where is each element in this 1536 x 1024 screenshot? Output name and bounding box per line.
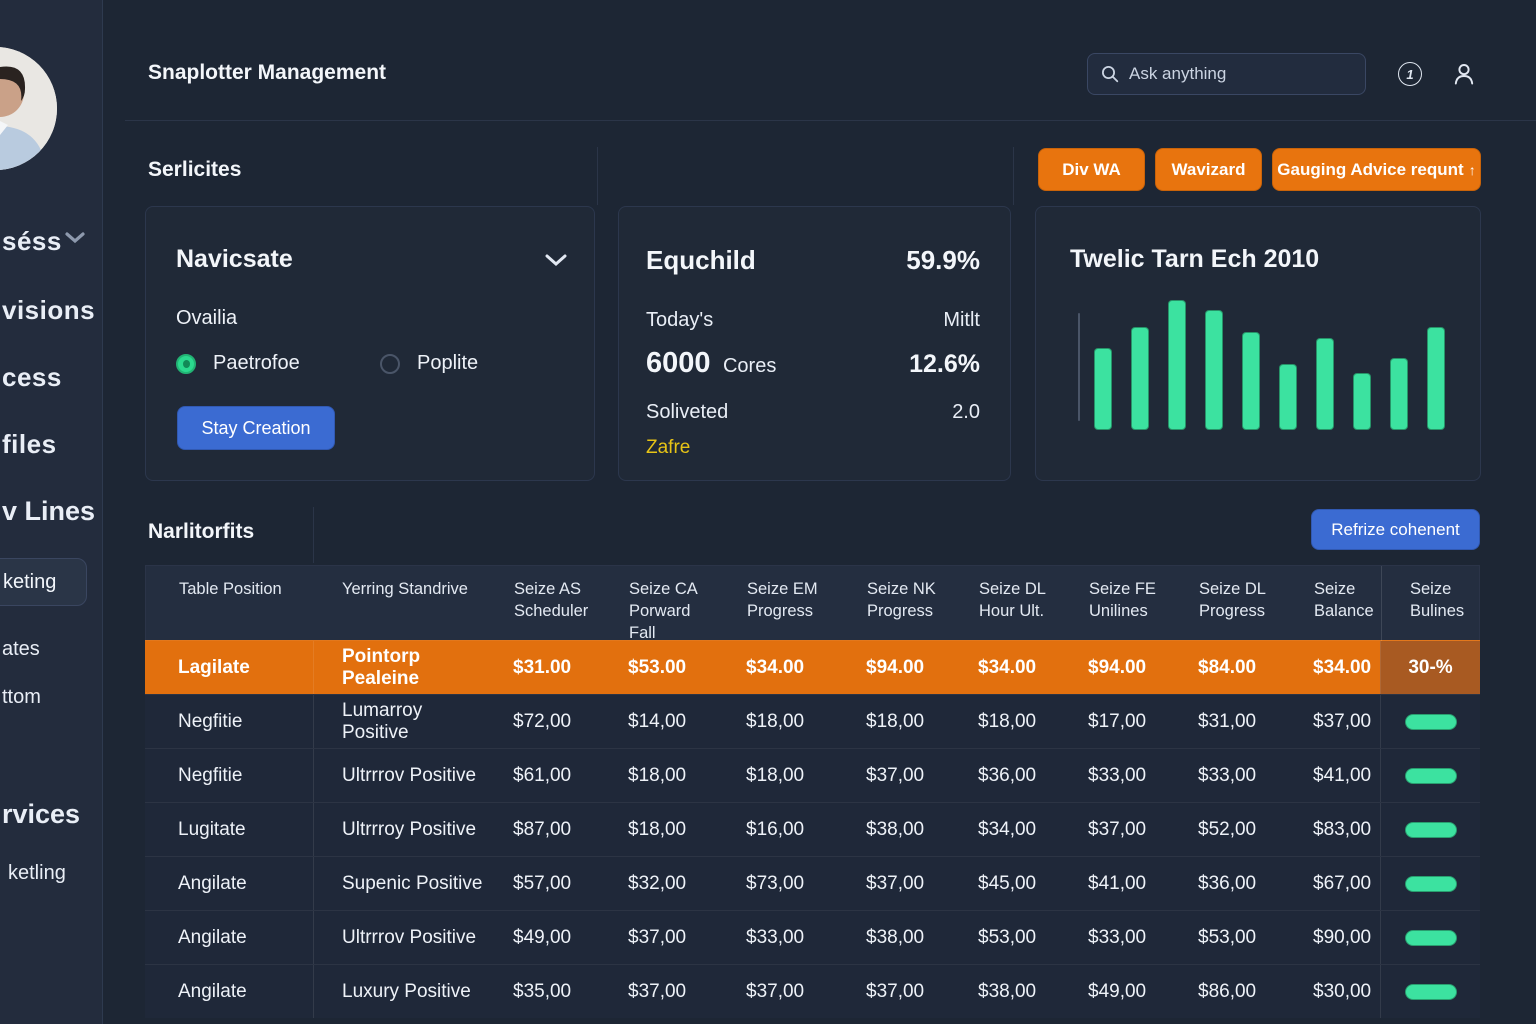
stat-strong: 6000: [646, 347, 711, 379]
section-separator: [313, 507, 314, 563]
sidebar-item-cess[interactable]: cess: [2, 362, 62, 392]
status-pill: [1404, 983, 1457, 1000]
card-title: Equchild: [646, 245, 756, 275]
discount-badge: 30-%: [1380, 641, 1480, 694]
chart-bar: [1094, 348, 1112, 430]
sidebar-item-visions[interactable]: visions: [2, 295, 96, 325]
wavizard-button[interactable]: Wavizard: [1155, 148, 1262, 191]
status-pill: [1404, 767, 1457, 784]
chevron-down-icon[interactable]: [544, 253, 568, 268]
chart-bar: [1242, 332, 1260, 430]
bar-chart: [1094, 298, 1445, 430]
chevron-down-icon[interactable]: [64, 231, 86, 245]
stat-value: Mitlt: [943, 309, 980, 331]
radio-poplite[interactable]: Poplite: [380, 352, 478, 375]
stat-value: 12.6%: [909, 350, 980, 378]
card-title: Navicsate: [176, 245, 293, 273]
stat-value: 2.0: [952, 401, 980, 423]
status-pill: [1404, 875, 1457, 892]
refrize-cohenent-button[interactable]: Refrize cohenent: [1311, 509, 1480, 550]
section-separator: [1013, 147, 1014, 205]
sidebar: séss visions cess files v Lines keting a…: [0, 0, 103, 1024]
column-header[interactable]: Seize NK Progress: [867, 580, 936, 620]
sidebar-item-rvices[interactable]: rvices: [2, 799, 81, 829]
table-row[interactable]: Angilate Supenic Positive $57,00 $32,00 …: [145, 856, 1480, 910]
column-header[interactable]: Seize AS Scheduler: [514, 580, 589, 620]
chart-card: Twelic Tarn Ech 2010: [1035, 206, 1481, 481]
radio-paetrofoe[interactable]: Paetrofoe: [176, 352, 300, 375]
sidebar-item-files[interactable]: files: [2, 429, 57, 459]
arrow-up-icon: ↑: [1468, 161, 1476, 178]
header-divider: [125, 120, 1536, 121]
column-header[interactable]: Seize Balance: [1314, 580, 1374, 620]
narlitorfits-table: Table Position Yerring Standrive Seize A…: [145, 565, 1480, 1018]
chart-bar: [1316, 338, 1334, 430]
table-header-row: Table Position Yerring Standrive Seize A…: [145, 565, 1480, 645]
table-row[interactable]: Angilate Ultrrrov Positive $49,00 $37,00…: [145, 910, 1480, 964]
column-header[interactable]: Seize FE Unilines: [1089, 580, 1156, 620]
stat-label: Soliveted: [646, 401, 729, 423]
table-row[interactable]: Negfitie Lumarroy Positive $72,00 $14,00…: [145, 694, 1480, 748]
avatar-photo: [0, 47, 57, 170]
history-icon[interactable]: 1: [1398, 62, 1422, 86]
sidebar-item-label: keting: [3, 571, 57, 593]
table-row[interactable]: Angilate Luxury Positive $35,00 $37,00 $…: [145, 964, 1480, 1018]
sidebar-item-ates[interactable]: ates: [2, 638, 40, 660]
page-title: Snaplotter Management: [148, 61, 387, 84]
section-title-narlitorfits: Narlitorfits: [148, 520, 255, 543]
avatar[interactable]: [0, 47, 57, 170]
sidebar-item-keting-active[interactable]: keting: [0, 558, 87, 606]
gauging-advice-button[interactable]: Gauging Advice requnt ↑: [1272, 148, 1481, 191]
stat-unit: Cores: [722, 355, 777, 377]
sidebar-item-lines[interactable]: v Lines: [2, 496, 96, 526]
user-icon[interactable]: [1451, 61, 1477, 87]
column-header[interactable]: Seize DL Hour Ult.: [979, 580, 1046, 620]
chart-bar: [1390, 358, 1408, 430]
chart-bar: [1168, 300, 1186, 430]
table-row[interactable]: Lugitate Ultrrroy Positive $87,00 $18,00…: [145, 802, 1480, 856]
radio-selected-icon: [176, 353, 196, 374]
section-separator: [597, 147, 598, 205]
headline-value: 59.9%: [906, 245, 980, 275]
zafre-link[interactable]: Zafre: [646, 437, 691, 458]
chart-bar: [1279, 364, 1297, 430]
table-row[interactable]: Negfitie Ultrrrov Positive $61,00 $18,00…: [145, 748, 1480, 802]
stat-label: Today's: [646, 309, 714, 331]
search-box[interactable]: [1087, 53, 1366, 95]
chart-bar: [1131, 327, 1149, 430]
chart-bar: [1205, 310, 1223, 430]
radio-unselected-icon: [380, 353, 400, 374]
column-header[interactable]: Table Position: [179, 580, 282, 598]
navicsate-card: Navicsate Ovailia Paetrofoe Poplite Stay…: [145, 206, 595, 481]
equchild-card: Equchild 59.9% Today's Mitlt 6000 Cores …: [618, 206, 1011, 481]
stay-creation-button[interactable]: Stay Creation: [177, 406, 335, 450]
column-header[interactable]: Seize Bulines: [1381, 566, 1481, 645]
history-icon-glyph: 1: [1406, 66, 1414, 82]
column-header[interactable]: Seize CA Porward Fall: [629, 580, 697, 642]
status-pill: [1404, 929, 1457, 946]
chart-axis: [1078, 313, 1080, 421]
status-pill: [1404, 821, 1457, 838]
column-header[interactable]: Seize DL Progress: [1199, 580, 1266, 620]
status-pill: [1404, 713, 1457, 730]
sidebar-item-ttom[interactable]: ttom: [2, 686, 41, 708]
table-row-highlighted[interactable]: Lagilate Pointorp Pealeine $31.00 $53.00…: [145, 640, 1480, 694]
group-label: Ovailia: [176, 307, 238, 329]
column-header[interactable]: Yerring Standrive: [342, 580, 468, 598]
chart-bar: [1353, 373, 1371, 430]
section-title-serlicites: Serlicites: [148, 158, 242, 181]
div-wa-button[interactable]: Div WA: [1038, 148, 1145, 191]
chart-title: Twelic Tarn Ech 2010: [1070, 245, 1320, 273]
search-input[interactable]: [1129, 64, 1339, 84]
chart-bar: [1427, 327, 1445, 430]
sidebar-item-ketling[interactable]: ketling: [8, 862, 66, 884]
sidebar-item-sess[interactable]: séss: [2, 226, 62, 256]
search-icon: [1102, 66, 1119, 83]
column-header[interactable]: Seize EM Progress: [747, 580, 818, 620]
